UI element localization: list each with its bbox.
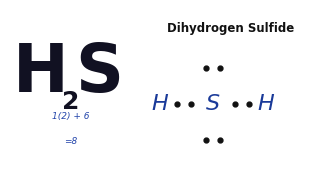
- Text: H: H: [152, 94, 168, 114]
- Text: Dihydrogen Sulfide: Dihydrogen Sulfide: [167, 22, 294, 35]
- Text: =8: =8: [64, 137, 77, 146]
- Text: S: S: [206, 94, 220, 114]
- Text: S: S: [75, 40, 123, 106]
- Text: 2: 2: [62, 90, 80, 114]
- Text: H: H: [257, 94, 274, 114]
- Text: H: H: [13, 40, 68, 106]
- Text: 1(2) + 6: 1(2) + 6: [52, 112, 89, 121]
